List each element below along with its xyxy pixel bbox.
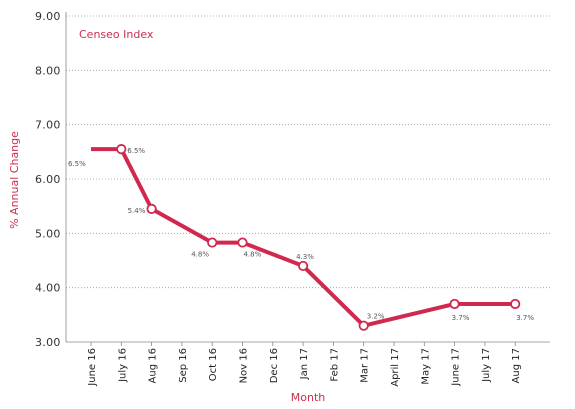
x-tick-label: Dec 16	[269, 348, 280, 383]
y-tick-label: 7.00	[35, 119, 61, 132]
data-label: 3.7%	[516, 314, 534, 322]
y-axis-title: % Annual Change	[8, 131, 21, 229]
data-label: 4.8%	[191, 251, 209, 259]
y-tick-label: 6.00	[35, 173, 61, 186]
series	[91, 144, 521, 331]
x-tick-label: Mar 17	[360, 348, 371, 383]
data-label: 4.8%	[244, 251, 262, 259]
data-label: 3.2%	[367, 313, 385, 321]
data-point	[449, 298, 460, 310]
data-point	[358, 320, 369, 331]
y-tick-labels: 3.00 4.00 5.00 6.00 7.00 8.00 9.00	[35, 10, 61, 349]
legend-entry: Censeo Index	[79, 28, 154, 41]
data-label: 4.3%	[296, 253, 314, 261]
x-tick-label: May 17	[420, 348, 431, 385]
series-line	[91, 147, 516, 328]
data-point	[237, 237, 248, 248]
x-tick-label: Aug 16	[148, 348, 159, 383]
data-labels: 6.5% 6.5% 5.4% 4.8% 4.8% 4.3% 3.2% 3.7% 3.7%	[68, 147, 534, 322]
y-tick-label: 9.00	[35, 10, 61, 23]
x-tick-label: Nov 16	[239, 348, 250, 383]
x-tick-label: Feb 17	[329, 348, 340, 382]
data-point	[146, 203, 157, 214]
data-label: 6.5%	[68, 160, 86, 168]
data-point	[116, 144, 127, 155]
y-tick-label: 3.00	[35, 336, 61, 349]
x-tick-label: April 17	[390, 348, 401, 387]
data-label: 3.7%	[452, 314, 470, 322]
data-label: 6.5%	[127, 147, 145, 155]
x-tick-label: June 17	[451, 348, 462, 387]
data-point	[207, 237, 218, 248]
data-point	[510, 298, 521, 310]
axes	[65, 12, 550, 346]
x-axis-title: Month	[291, 391, 326, 404]
data-label: 5.4%	[128, 207, 146, 215]
x-tick-label: Sep 16	[178, 348, 189, 383]
y-tick-label: 5.00	[35, 227, 61, 240]
y-tick-label: 4.00	[35, 282, 61, 295]
x-tick-labels: June 16 July 16 Aug 16 Sep 16 Oct 16 Nov 16 De…	[87, 348, 522, 387]
x-tick-label: June 16	[87, 348, 98, 387]
x-tick-label: Aug 17	[511, 348, 522, 383]
x-tick-label: Jan 17	[299, 348, 310, 380]
y-tick-label: 8.00	[35, 64, 61, 77]
data-point	[297, 260, 309, 272]
x-tick-label: July 16	[117, 348, 128, 383]
x-tick-label: Oct 16	[208, 348, 219, 381]
x-tick-label: July 17	[481, 348, 492, 383]
